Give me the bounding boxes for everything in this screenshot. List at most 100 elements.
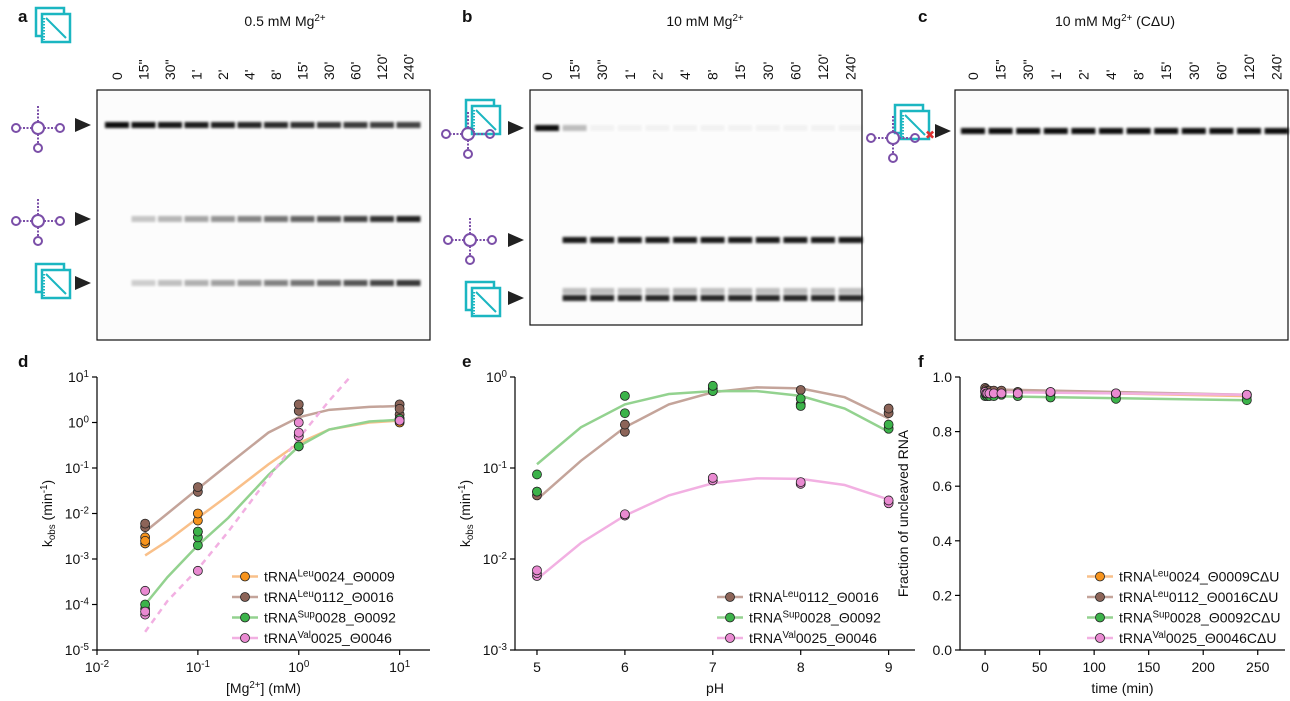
text-part: tRNA — [749, 589, 783, 605]
y-axis-label: kobs (min-1) — [457, 480, 476, 547]
y-tick-label: 0.6 — [933, 478, 953, 494]
text-part: tRNA — [749, 630, 783, 646]
lane-label: 8' — [268, 70, 284, 80]
fit-line — [144, 404, 400, 533]
y-axis-label: Fraction of uncleaved RNA — [895, 429, 911, 597]
gel-band — [343, 280, 368, 286]
gel-band — [645, 237, 670, 243]
lane-label: 2' — [215, 70, 231, 80]
text-part: ) — [457, 480, 473, 485]
text-part: 0025_Θ0046 — [796, 630, 877, 646]
gel-band — [158, 280, 182, 286]
legend-marker — [240, 592, 250, 602]
x-tick-label: 10-1 — [186, 659, 210, 675]
text-part: 2+ — [249, 680, 260, 691]
gel-band — [317, 280, 341, 286]
text-part: 2+ — [732, 13, 743, 24]
data-point — [1241, 389, 1252, 400]
legend-marker — [1095, 633, 1105, 643]
legend-marker — [240, 571, 250, 582]
gel-band — [184, 216, 209, 222]
gel-band — [562, 295, 587, 301]
y-tick-label: 0.8 — [933, 424, 953, 440]
panel-label: c — [918, 7, 927, 26]
legend-marker — [725, 633, 735, 643]
text-part: 0 — [502, 369, 508, 380]
lane-label: 1' — [1048, 70, 1064, 80]
text-part: Sup — [782, 610, 800, 621]
text-part: 10 — [65, 460, 81, 476]
gel-band — [700, 295, 725, 301]
legend-label: tRNAVal0025_Θ0046 — [749, 630, 877, 646]
text-part: (CΔU) — [1132, 13, 1175, 29]
lane-label: 30' — [760, 62, 776, 80]
gel-band — [131, 216, 156, 222]
lane-label: 0 — [539, 72, 555, 80]
data-point — [293, 441, 304, 452]
text-part: 0112_Θ0016 — [799, 589, 879, 605]
data-point — [619, 408, 630, 419]
x-axis-label: time (min) — [1091, 680, 1153, 696]
text-part: 10 — [65, 642, 81, 658]
fit-line — [144, 418, 400, 606]
gel-band — [237, 280, 262, 286]
fit-line — [144, 419, 400, 557]
x-tick-label: 8 — [797, 659, 805, 675]
gel-band — [317, 216, 341, 222]
gel-band — [617, 237, 642, 243]
x-tick-label: 5 — [533, 659, 541, 675]
gel-band — [1126, 128, 1151, 134]
panel-label: b — [462, 7, 472, 26]
text-part: -2 — [80, 506, 89, 517]
text-part: tRNA — [1119, 630, 1153, 646]
lane-label: 120' — [815, 54, 831, 80]
text-part: Leu — [782, 589, 798, 600]
lane-label: 8' — [705, 70, 721, 80]
text-part: -5 — [80, 642, 89, 653]
x-tick-label: 0 — [981, 659, 989, 675]
gel-band — [562, 288, 587, 294]
gel-band — [370, 122, 394, 128]
panel-label: e — [462, 352, 471, 371]
gel-band — [264, 280, 288, 286]
lane-label: 4' — [677, 70, 693, 80]
text-part: 0024_Θ0009CΔU — [1169, 569, 1280, 585]
gel-band — [1264, 128, 1289, 134]
gel-band — [617, 125, 642, 131]
lane-label: 30' — [1186, 62, 1202, 80]
text-part: -3 — [498, 642, 507, 653]
text-part: 10 — [85, 659, 101, 675]
gel-band — [645, 288, 670, 294]
lane-label: 30' — [321, 62, 337, 80]
legend-marker — [725, 612, 735, 623]
text-part: 2+ — [314, 13, 325, 24]
text-part: (min — [457, 493, 473, 524]
gel-band — [131, 122, 156, 128]
text-part: 10 — [65, 506, 81, 522]
gel-band — [783, 295, 808, 301]
gel-band — [396, 280, 421, 286]
gel-band — [211, 280, 235, 286]
gel-band — [961, 128, 985, 134]
text-part: tRNA — [264, 630, 298, 646]
data-point — [883, 495, 894, 506]
data-point — [883, 419, 894, 430]
y-tick-label: 10-1 — [483, 460, 507, 476]
gel-band — [590, 237, 615, 243]
gel-band — [237, 122, 262, 128]
data-point — [707, 380, 718, 391]
data-point — [1111, 388, 1121, 399]
text-part: 0028_Θ0092 — [315, 610, 396, 626]
x-axis-label: [Mg2+] (mM) — [226, 680, 301, 696]
text-part: obs — [47, 524, 58, 540]
gel-band — [755, 295, 780, 301]
lane-label: 15" — [993, 59, 1009, 80]
data-point — [394, 415, 405, 426]
gel-band — [562, 237, 587, 243]
text-part: 0025_Θ0046 — [311, 630, 392, 646]
data-point — [192, 565, 203, 576]
text-part: tRNA — [1119, 610, 1153, 626]
text-part: 10 — [68, 415, 84, 431]
text-part: time (min) — [1091, 680, 1153, 696]
data-point — [394, 403, 405, 414]
